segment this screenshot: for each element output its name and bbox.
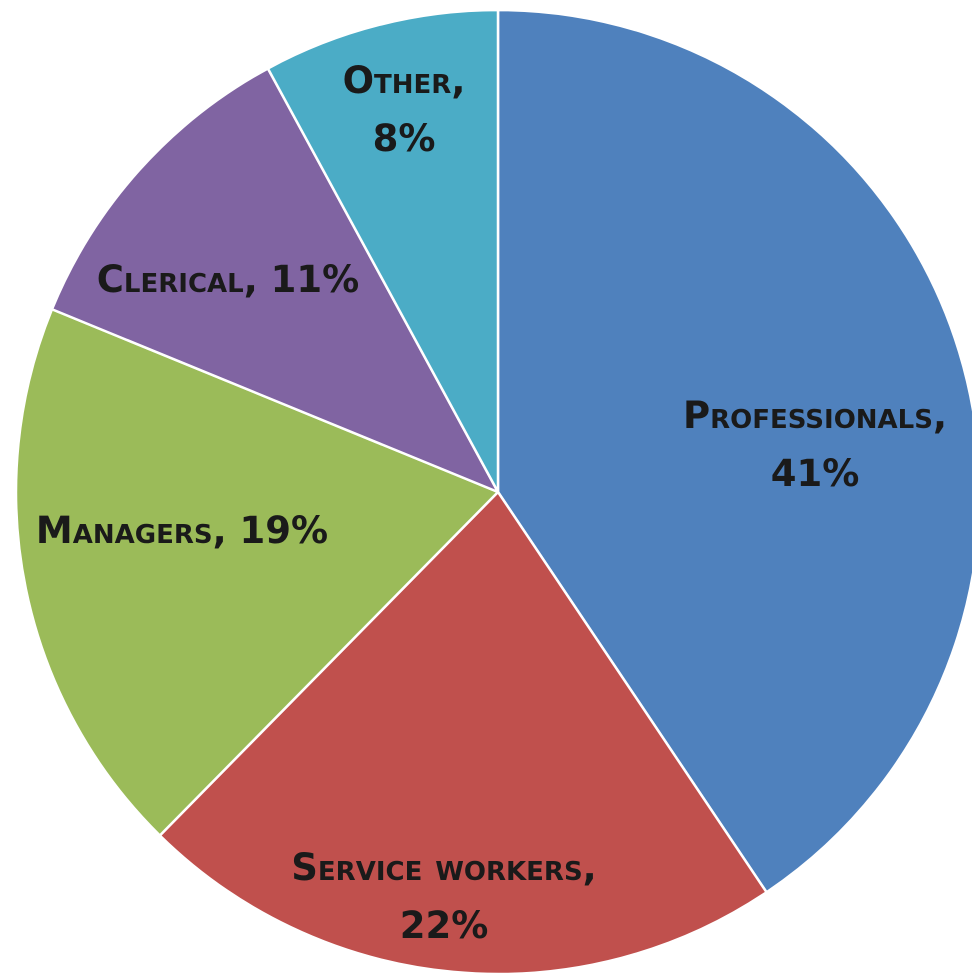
pie-slice-service-workers: [158, 490, 768, 976]
data-label-clerical: Clerical, 11%: [97, 258, 359, 301]
data-label-managers: Managers, 19%: [36, 509, 328, 552]
data-label-professionals: Professionals, 41%: [683, 394, 947, 495]
pie-slice-clerical: [50, 67, 500, 494]
pie-slice-other: [266, 8, 500, 494]
data-label-other: Other, 8%: [343, 59, 466, 160]
slices-layer: [14, 8, 972, 976]
labels-layer: Professionals, 41% Service workers, 22% Mana…: [36, 59, 947, 947]
pie-slice-managers: [14, 308, 500, 837]
data-label-service-workers: Service workers, 22%: [291, 846, 596, 947]
pie-slice-professionals: [496, 8, 972, 894]
